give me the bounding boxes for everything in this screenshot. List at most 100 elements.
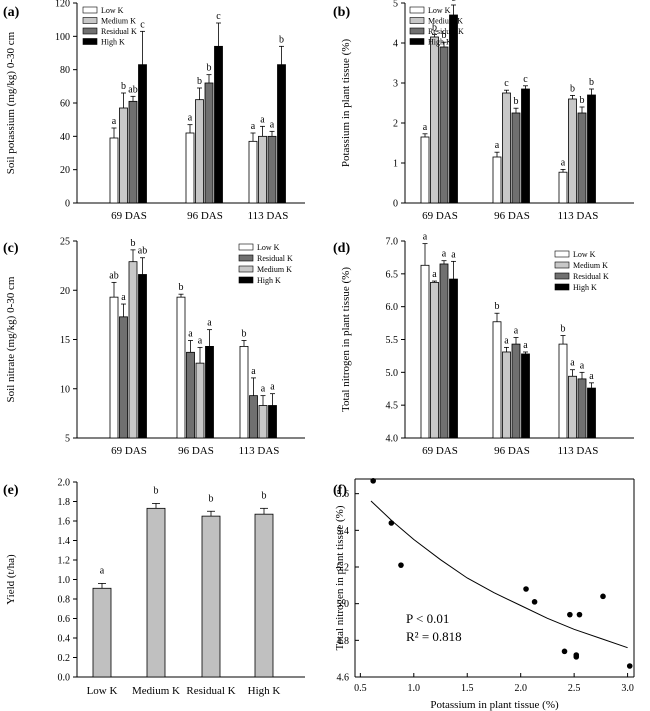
r-squared-annotation: R² = 0.818 [406,629,462,644]
significance-letter: a [432,269,437,280]
bar [138,274,147,439]
y-tick-label: 5.4 [337,526,350,537]
legend-swatch [554,261,570,269]
x-category-label: Medium K [132,685,180,697]
y-tick-label: 0.8 [58,595,71,606]
significance-letter: a [423,122,428,133]
legend-label: Low K [101,6,124,15]
bar [249,395,258,439]
panel-label: (d) [333,241,350,256]
significance-letter: a [270,119,275,130]
y-axis-label: Soil nitrate (mg/kg) 0-30 cm [5,276,17,402]
significance-letter: a [423,232,428,243]
legend-label: Residual K [573,272,609,281]
significance-letter: a [589,371,594,382]
panel-b: (b) 0 1 2 3 4 5 Potassium in plant tissue (%) a a… [333,0,634,222]
significance-letter: a [451,249,456,260]
bar [577,378,587,439]
panel-e: (e) 0.0 0.2 0.4 0.6 0.8 1.0 1.2 1.4 1.6 1.8 2.0 Yiel… [3,478,305,697]
bar [521,353,530,439]
bar [430,36,439,204]
legend-label: Medium K [101,17,136,26]
y-tick-label: 6.0 [386,302,399,313]
bar [254,513,274,678]
legend-label: Low K [257,243,280,252]
x-category-label: 69 DAS [422,445,458,457]
data-point [576,611,583,618]
x-category-label: 96 DAS [494,210,530,222]
bar [109,296,119,439]
bar [449,278,458,439]
legend-label: Residual K [257,254,293,263]
panel-label: (a) [3,5,20,20]
bar [420,136,430,204]
bar [128,100,138,204]
significance-letter: b [514,96,519,107]
y-tick-label: 40 [60,132,70,143]
bar [268,405,277,439]
y-tick-label: 5.0 [337,599,350,610]
y-tick-label: 7.0 [386,237,399,248]
legend-swatch [238,243,254,251]
data-point [398,562,404,568]
legend-swatch [82,17,98,24]
y-axis-label: Potassium in plant tissue (%) [340,39,352,168]
significance-letter: c [451,0,456,4]
significance-letter: b [432,23,437,34]
significance-letter: a [495,140,500,151]
x-category-label: Residual K [186,685,235,697]
y-tick-label: 15 [60,335,70,346]
y-tick-label: 20 [60,286,70,297]
significance-letter: a [112,116,117,127]
bar [248,140,258,204]
y-tick-label: 20 [60,165,70,176]
x-category-label: Low K [87,685,118,697]
y-axis-label: Yield (t/ha) [5,554,17,605]
significance-letter: a [523,340,528,351]
significance-letter: c [216,11,221,22]
y-tick-label: 4.6 [337,673,350,684]
bar [558,171,568,204]
panel-label: (c) [3,241,19,256]
x-tick-label: 1.0 [408,683,421,694]
panel-c: (c) 5 10 15 20 25 Soil nitrate (mg/kg) 0-30 cm… [3,237,305,457]
legend-label: Medium K [257,265,292,274]
legend-swatch [409,38,425,45]
legend-label: Medium K [428,17,463,26]
legend-swatch [409,27,425,35]
bar [214,45,223,204]
significance-letter: c [140,19,145,30]
significance-letter: c [504,78,509,89]
y-tick-label: 80 [60,65,70,76]
x-category-label: 96 DAS [187,210,223,222]
x-tick-label: 2.5 [568,683,581,694]
data-point [573,654,580,660]
legend-label: Residual K [428,27,464,36]
y-tick-label: 6.5 [386,269,399,280]
y-tick-label: 1.8 [58,497,71,508]
y-tick-label: 4.0 [386,434,399,445]
data-point [370,478,376,484]
bar [204,82,214,204]
bar [267,135,277,204]
x-axis-label: Potassium in plant tissue (%) [430,699,559,711]
significance-letter: a [514,326,519,337]
data-point [626,663,633,669]
y-tick-label: 1.0 [58,575,71,586]
significance-letter: b [570,83,575,94]
legend-swatch [554,250,570,258]
bar [277,64,286,204]
bar [568,375,577,439]
significance-letter: b [154,485,159,496]
y-axis-label: Total nitrogen in plant tissue (%) [334,505,346,650]
y-tick-label: 2 [393,119,398,130]
significance-letter: a [570,358,575,369]
significance-letter: a [580,360,585,371]
bar [430,281,439,439]
y-tick-label: 5.6 [337,489,350,500]
panel-label: (f) [333,483,347,498]
bar [511,343,521,439]
bar [511,112,521,204]
